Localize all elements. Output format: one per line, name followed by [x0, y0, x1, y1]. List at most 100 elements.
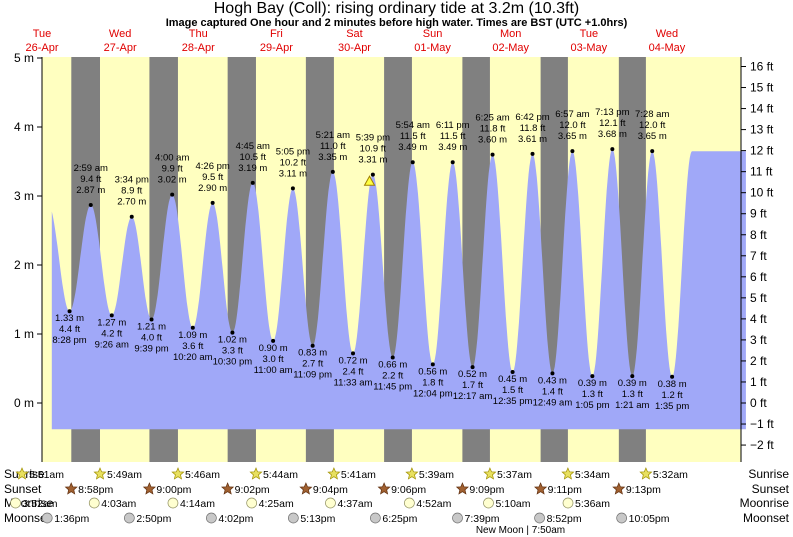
- low-water-label: 0.43 m 1.4 ft 12:49 am: [533, 375, 573, 408]
- left-axis-tick-label: 4 m: [14, 120, 34, 134]
- low-water-label: 0.90 m 3.0 ft 11:00 am: [254, 343, 293, 376]
- high-water-label: 5:21 am 11.0 ft 3.35 m: [316, 130, 350, 163]
- tide-label-line: 3.65 m: [558, 131, 587, 142]
- sunset-icon: [64, 482, 78, 495]
- tide-label-line: 3.0 ft: [263, 354, 284, 365]
- low-water-label: 0.56 m 1.8 ft 12:04 pm: [413, 366, 453, 399]
- moonset-time: 1:36pm: [54, 513, 89, 525]
- left-axis-tick-label: 3 m: [14, 189, 34, 203]
- sunrise-icon: [93, 467, 107, 480]
- moonset-icon: [616, 512, 628, 524]
- moonset-time: 6:25pm: [382, 513, 417, 525]
- tide-label-line: 2.90 m: [198, 183, 227, 194]
- tide-label-line: 1.21 m: [137, 322, 166, 333]
- moonset-row-label-left: Moonset: [4, 511, 51, 525]
- moonrise-icon: [404, 497, 415, 509]
- sunrise-time: 5:32am: [653, 469, 688, 481]
- sunset-time: 9:04pm: [313, 484, 348, 496]
- sunset-icon: [455, 482, 469, 495]
- low-water-point: [271, 338, 276, 343]
- moonrise-time: 4:52am: [416, 498, 451, 510]
- high-water-point: [330, 169, 335, 174]
- sunrise-time: 5:51am: [29, 469, 64, 481]
- tide-label-line: 5:39 pm: [356, 133, 390, 144]
- tide-label-line: 6:25 am: [475, 113, 509, 124]
- sunrise-time: 5:37am: [497, 469, 532, 481]
- tide-labels-group: 1.33 m 4.4 ft 8:28 pm 2:59 am 9.4 ft 2.87 m 1.…: [52, 107, 689, 412]
- high-water-point: [88, 202, 93, 207]
- tide-label-line: 0.83 m: [298, 348, 327, 359]
- low-water-label: 0.38 m 1.2 ft 1:35 pm: [655, 379, 689, 412]
- low-water-label: 0.39 m 1.3 ft 1:21 am: [615, 378, 649, 411]
- tide-label-line: 0.39 m: [618, 378, 647, 389]
- tide-label-line: 3.11 m: [279, 168, 307, 179]
- tide-label-line: 4:26 pm: [195, 161, 229, 172]
- tide-label-line: 9.5 ft: [202, 172, 223, 183]
- tide-label-line: 12:17 am: [453, 391, 493, 402]
- tide-label-line: 11:33 am: [334, 377, 373, 388]
- low-water-point: [510, 369, 515, 374]
- tide-label-line: 0.45 m: [498, 374, 527, 385]
- day-name-label: Wed: [109, 28, 131, 40]
- moonset-time: 8:52pm: [547, 513, 582, 525]
- moonrise-time: 5:10am: [495, 498, 530, 510]
- tide-label-line: 9.4 ft: [80, 174, 101, 185]
- moonset-icon: [534, 512, 545, 524]
- sunrise-time: 5:34am: [575, 469, 610, 481]
- high-water-point: [370, 172, 375, 177]
- tide-label-line: 2.4 ft: [342, 366, 363, 377]
- sunrise-row-label-right: Sunrise: [748, 467, 789, 481]
- right-axis-tick-label: 8 ft: [750, 228, 767, 242]
- sunset-time: 8:58pm: [78, 484, 113, 496]
- moonrise-icon: [325, 497, 336, 509]
- sunset-time: 9:11pm: [548, 484, 582, 496]
- high-water-point: [290, 186, 295, 191]
- tide-label-line: 11.5 ft: [440, 131, 466, 142]
- low-water-point: [590, 374, 595, 379]
- tide-label-line: 3:34 pm: [115, 175, 149, 186]
- high-water-label: 5:54 am 11.5 ft 3.49 m: [396, 120, 430, 153]
- moon-phase-label: New Moon | 7:50am: [476, 525, 565, 536]
- high-water-point: [170, 192, 175, 197]
- moonrise-icon: [10, 497, 21, 509]
- moonrise-icon: [483, 497, 494, 509]
- moonset-time: 2:50pm: [136, 513, 171, 525]
- low-water-point: [630, 374, 635, 379]
- moonset-time: 7:39pm: [465, 513, 500, 525]
- moonrise-time: 5:36am: [575, 498, 610, 510]
- tide-label-line: 12:35 pm: [493, 396, 533, 407]
- right-axis-tick-label: 15 ft: [750, 81, 774, 95]
- low-water-label: 0.52 m 1.7 ft 12:17 am: [453, 369, 493, 402]
- tide-label-line: 0.90 m: [259, 343, 288, 354]
- right-axis-tick-label: 3 ft: [750, 333, 767, 347]
- day-name-label: Sat: [346, 28, 363, 40]
- tide-label-line: 1.3 ft: [622, 389, 643, 400]
- moonset-time: 4:02pm: [218, 513, 253, 525]
- tide-label-line: 5:21 am: [316, 130, 350, 141]
- sunrise-icon: [405, 467, 419, 480]
- tide-label-line: 4:00 am: [155, 153, 189, 164]
- right-axis-tick-label: 7 ft: [750, 249, 767, 263]
- tide-label-line: 1:21 am: [615, 400, 649, 411]
- high-water-label: 2:59 am 9.4 ft 2.87 m: [74, 163, 108, 196]
- left-axis-tick-label: 5 m: [14, 51, 34, 65]
- day-name-label: Sun: [423, 28, 443, 40]
- sunset-icon: [299, 482, 313, 495]
- tide-label-line: 0.38 m: [658, 379, 687, 390]
- tide-label-line: 9.9 ft: [162, 164, 183, 175]
- chart-title: Hogh Bay (Coll): rising ordinary tide at…: [213, 0, 580, 17]
- tide-label-line: 3.60 m: [478, 135, 507, 146]
- high-water-label: 7:13 pm 12.1 ft 3.68 m: [595, 107, 629, 140]
- right-axis-tick-label: 11 ft: [750, 165, 773, 179]
- tide-label-line: 3.65 m: [638, 131, 667, 142]
- low-water-label: 1.27 m 4.2 ft 9:26 am: [95, 317, 129, 350]
- day-name-label: Wed: [656, 28, 678, 40]
- right-axis-tick-label: 5 ft: [750, 291, 767, 305]
- tide-label-line: 1.8 ft: [422, 377, 443, 388]
- sunset-row-label-right: Sunset: [752, 482, 790, 496]
- tide-label-line: 2:59 am: [74, 163, 108, 174]
- tide-label-line: 0.66 m: [378, 359, 407, 370]
- low-water-label: 1.21 m 4.0 ft 9:39 pm: [134, 322, 168, 355]
- tide-label-line: 0.56 m: [418, 366, 447, 377]
- right-axis-tick-label: −2 ft: [750, 438, 774, 452]
